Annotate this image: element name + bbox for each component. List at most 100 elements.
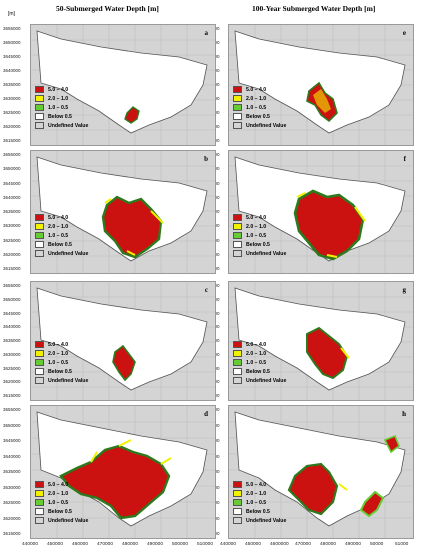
map-canvas bbox=[31, 25, 215, 145]
x-tick-label: 490000 bbox=[345, 542, 362, 547]
y-tick-label: 3615000 bbox=[3, 266, 21, 271]
map-canvas bbox=[31, 406, 215, 538]
flood-zone-northeast bbox=[383, 434, 400, 454]
y-tick-label: 3645000 bbox=[3, 54, 21, 59]
legend-label: 2.0 – 1.0 bbox=[246, 95, 267, 102]
legend-swatch bbox=[35, 223, 44, 230]
x-tick-label: 460000 bbox=[72, 542, 89, 547]
map-canvas bbox=[229, 151, 413, 273]
legend-swatch bbox=[233, 122, 242, 129]
legend-swatch bbox=[35, 517, 44, 524]
y-tick-label: 3615000 bbox=[3, 393, 21, 398]
catchment-boundary bbox=[234, 30, 406, 134]
map-panel-f: f 5.0 – 4.0 2.0 – 1.0 1.0 – 0.5 Below 0.5 Un… bbox=[228, 150, 414, 274]
panel-letter: a bbox=[204, 29, 209, 37]
legend-label: Undefined Value bbox=[48, 122, 89, 129]
legend: 5.0 – 4.0 2.0 – 1.0 1.0 – 0.5 Below 0.5 Unde… bbox=[233, 340, 286, 385]
legend-item: 2.0 – 1.0 bbox=[233, 222, 286, 231]
map-canvas bbox=[31, 282, 215, 400]
legend-swatch bbox=[35, 508, 44, 515]
map-panel-g: g 5.0 – 4.0 2.0 – 1.0 1.0 – 0.5 Below 0.5 Un… bbox=[228, 281, 414, 401]
flood-zone bbox=[287, 462, 339, 516]
legend-item: 1.0 – 0.5 bbox=[35, 358, 88, 367]
legend-swatch bbox=[233, 95, 242, 102]
x-tick-label: 450000 bbox=[47, 542, 64, 547]
legend-item: 5.0 – 4.0 bbox=[233, 340, 286, 349]
x-tick-label: 470000 bbox=[97, 542, 114, 547]
legend-swatch bbox=[35, 241, 44, 248]
legend-item: Below 0.5 bbox=[233, 112, 286, 121]
map-panel-a: a 5.0 – 4.0 2.0 – 1.0 1.0 – 0.5 Below 0.5 Un… bbox=[30, 24, 216, 146]
map-panel-e: e 5.0 – 4.0 2.0 – 1.0 1.0 – 0.5 Below 0.5 Un… bbox=[228, 24, 414, 146]
legend-label: Undefined Value bbox=[246, 250, 287, 257]
y-tick-label: 3620000 bbox=[3, 515, 21, 521]
x-tick-label: 450000 bbox=[245, 542, 262, 547]
legend: 5.0 – 4.0 2.0 – 1.0 1.0 – 0.5 Below 0.5 Unde… bbox=[233, 213, 286, 258]
legend-label: Below 0.5 bbox=[246, 508, 270, 515]
legend-label: Undefined Value bbox=[48, 377, 89, 384]
legend-swatch bbox=[233, 377, 242, 384]
y-tick-label: 3655000 bbox=[3, 26, 21, 31]
legend-swatch bbox=[233, 359, 242, 366]
legend-item: 1.0 – 0.5 bbox=[35, 231, 88, 240]
legend: 5.0 – 4.0 2.0 – 1.0 1.0 – 0.5 Below 0.5 Unde… bbox=[35, 340, 88, 385]
y-tick-label: 3655000 bbox=[3, 407, 21, 412]
flood-zone bbox=[293, 189, 365, 261]
legend-label: Below 0.5 bbox=[48, 368, 72, 375]
legend-swatch bbox=[35, 481, 44, 488]
y-tick-label: 3615000 bbox=[3, 531, 21, 536]
y-tick-label: 3635000 bbox=[3, 338, 21, 343]
legend-swatch bbox=[233, 341, 242, 348]
legend-swatch bbox=[35, 232, 44, 239]
panel-letter: h bbox=[402, 410, 406, 418]
legend-label: Undefined Value bbox=[246, 517, 287, 524]
legend-label: Below 0.5 bbox=[48, 241, 72, 248]
legend-swatch bbox=[35, 350, 44, 357]
legend-label: 1.0 – 0.5 bbox=[48, 232, 69, 239]
legend-item: Below 0.5 bbox=[233, 367, 286, 376]
panel-letter: e bbox=[402, 29, 406, 37]
y-tick-label: 3625000 bbox=[3, 237, 21, 243]
y-tick-label: 3650000 bbox=[3, 296, 21, 302]
legend-label: 1.0 – 0.5 bbox=[48, 359, 69, 366]
map-panel-d: d 5.0 – 4.0 2.0 – 1.0 1.0 – 0.5 Below 0.5 Un… bbox=[30, 405, 216, 539]
panel-letter: c bbox=[204, 286, 208, 294]
y-tick-label: 3640000 bbox=[3, 68, 21, 73]
legend-swatch bbox=[233, 241, 242, 248]
legend-label: Below 0.5 bbox=[246, 241, 270, 248]
legend-swatch bbox=[233, 490, 242, 497]
legend-item: Undefined Value bbox=[233, 516, 286, 525]
legend-swatch bbox=[35, 341, 44, 348]
legend-label: Undefined Value bbox=[246, 377, 287, 384]
legend-item: 5.0 – 4.0 bbox=[35, 85, 88, 94]
legend-item: 5.0 – 4.0 bbox=[233, 213, 286, 222]
legend-label: Below 0.5 bbox=[246, 113, 270, 120]
y-tick-label: 3615000 bbox=[3, 138, 21, 143]
unit-label: [m] bbox=[8, 11, 15, 17]
map-panel-h: h 5.0 – 4.0 2.0 – 1.0 1.0 – 0.5 Below 0.5 Un… bbox=[228, 405, 414, 539]
x-tick-label: 480000 bbox=[122, 542, 139, 547]
legend-label: 5.0 – 4.0 bbox=[246, 481, 267, 488]
legend-label: 2.0 – 1.0 bbox=[48, 95, 69, 102]
x-tick-label: 480000 bbox=[320, 542, 337, 547]
legend-item: Undefined Value bbox=[35, 376, 88, 385]
legend: 5.0 – 4.0 2.0 – 1.0 1.0 – 0.5 Below 0.5 Unde… bbox=[35, 85, 88, 130]
legend-label: 5.0 – 4.0 bbox=[246, 214, 267, 221]
legend-label: 2.0 – 1.0 bbox=[246, 223, 267, 230]
legend-item: Below 0.5 bbox=[233, 240, 286, 249]
legend-label: Undefined Value bbox=[48, 250, 89, 257]
legend-label: 5.0 – 4.0 bbox=[48, 214, 69, 221]
x-tick-label: 50000 bbox=[370, 542, 384, 547]
legend-item: Undefined Value bbox=[35, 121, 88, 130]
legend-item: Below 0.5 bbox=[233, 507, 286, 516]
legend-item: Undefined Value bbox=[35, 249, 88, 258]
left-column-title: 50-Submerged Water Depth [m] bbox=[56, 4, 159, 13]
legend-label: 2.0 – 1.0 bbox=[48, 223, 69, 230]
legend-item: 2.0 – 1.0 bbox=[233, 489, 286, 498]
legend-label: 1.0 – 0.5 bbox=[48, 499, 69, 506]
x-tick-label: 470000 bbox=[295, 542, 312, 547]
y-tick-label: 3635000 bbox=[3, 469, 21, 474]
legend-item: 5.0 – 4.0 bbox=[35, 340, 88, 349]
y-tick-label: 3625000 bbox=[3, 500, 21, 505]
y-tick-label: 3645000 bbox=[3, 310, 21, 316]
